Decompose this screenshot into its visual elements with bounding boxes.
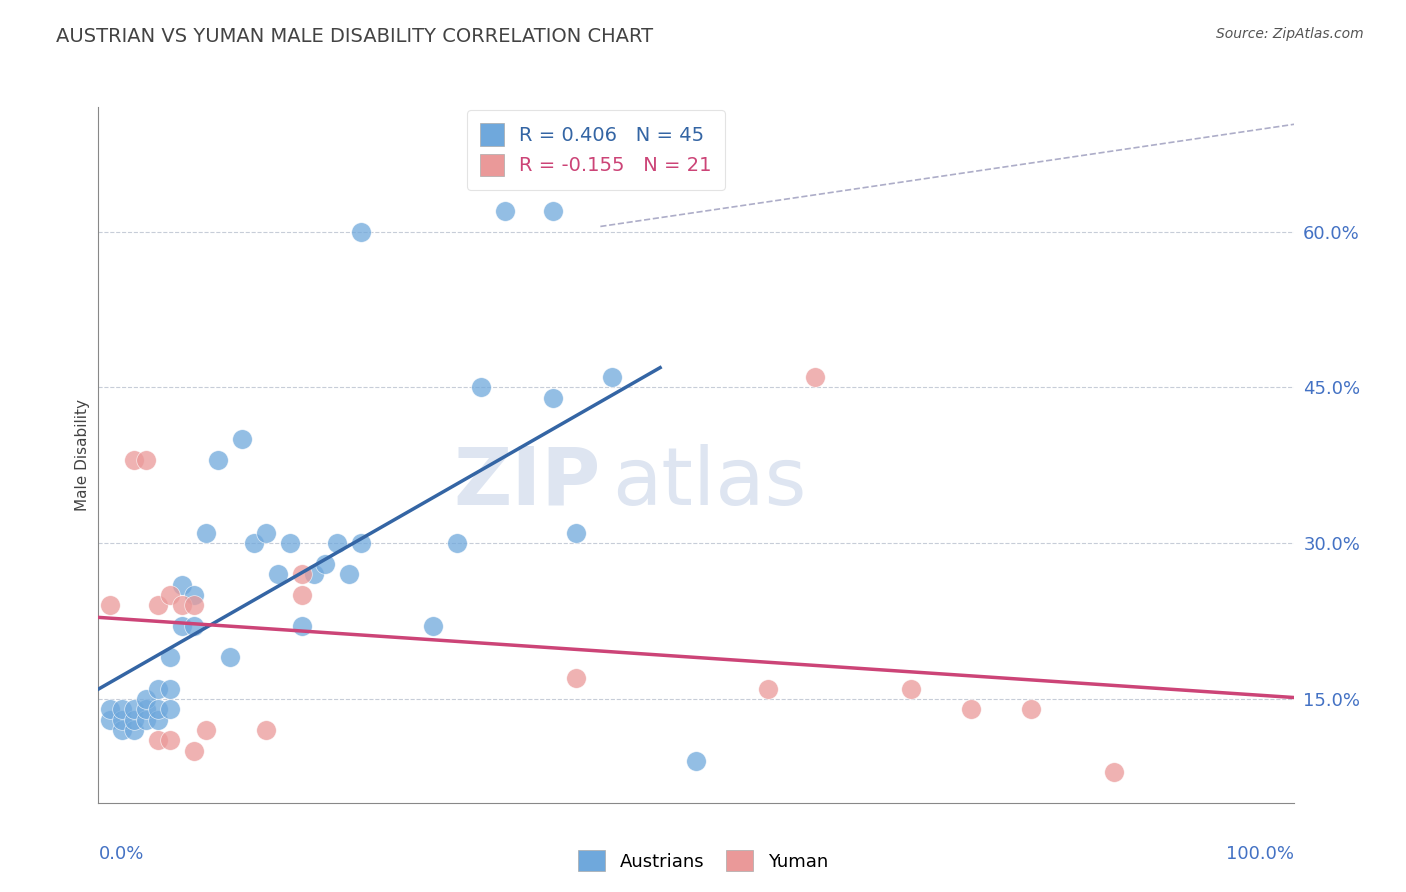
Point <box>148 702 170 716</box>
Point <box>1019 702 1042 716</box>
Point <box>291 619 314 633</box>
Point <box>254 525 277 540</box>
Text: ZIP: ZIP <box>453 443 600 522</box>
Point <box>172 599 194 613</box>
Point <box>756 681 779 696</box>
Point <box>159 588 181 602</box>
Point <box>135 692 157 706</box>
Point <box>172 619 194 633</box>
Text: AUSTRIAN VS YUMAN MALE DISABILITY CORRELATION CHART: AUSTRIAN VS YUMAN MALE DISABILITY CORREL… <box>56 27 654 45</box>
Point <box>124 723 146 738</box>
Text: atlas: atlas <box>613 443 807 522</box>
Point <box>326 536 349 550</box>
Legend: Austrians, Yuman: Austrians, Yuman <box>571 843 835 879</box>
Point <box>159 650 181 665</box>
Legend: R = 0.406   N = 45, R = -0.155   N = 21: R = 0.406 N = 45, R = -0.155 N = 21 <box>467 110 725 190</box>
Point <box>183 588 205 602</box>
Point <box>541 203 564 218</box>
Point <box>302 567 325 582</box>
Point <box>219 650 242 665</box>
Point <box>804 370 827 384</box>
Point <box>470 380 492 394</box>
Point <box>124 713 146 727</box>
Point <box>565 671 588 685</box>
Point <box>602 370 624 384</box>
Point <box>135 453 157 467</box>
Point <box>98 702 122 716</box>
Point <box>207 453 229 467</box>
Point <box>194 723 218 738</box>
Point <box>159 681 181 696</box>
Text: 100.0%: 100.0% <box>1226 845 1294 863</box>
Point <box>243 536 266 550</box>
Point <box>111 702 134 716</box>
Point <box>231 433 253 447</box>
Point <box>541 391 564 405</box>
Point <box>278 536 301 550</box>
Point <box>422 619 444 633</box>
Point <box>172 578 194 592</box>
Point <box>959 702 981 716</box>
Point <box>685 754 707 768</box>
Point <box>124 453 146 467</box>
Point <box>148 713 170 727</box>
Text: 0.0%: 0.0% <box>98 845 143 863</box>
Point <box>159 733 181 747</box>
Point <box>111 723 134 738</box>
Point <box>183 599 205 613</box>
Point <box>900 681 922 696</box>
Point <box>446 536 468 550</box>
Point <box>291 588 314 602</box>
Point <box>148 599 170 613</box>
Point <box>135 702 157 716</box>
Point <box>159 702 181 716</box>
Point <box>98 599 122 613</box>
Point <box>124 702 146 716</box>
Point <box>339 567 360 582</box>
Point <box>183 744 205 758</box>
Point <box>565 525 588 540</box>
Point <box>135 713 157 727</box>
Point <box>254 723 277 738</box>
Point <box>148 733 170 747</box>
Point <box>111 713 134 727</box>
Y-axis label: Male Disability: Male Disability <box>75 399 90 511</box>
Point <box>194 525 218 540</box>
Point <box>98 713 122 727</box>
Point <box>315 557 337 571</box>
Text: Source: ZipAtlas.com: Source: ZipAtlas.com <box>1216 27 1364 41</box>
Point <box>494 203 516 218</box>
Point <box>1102 764 1125 779</box>
Point <box>148 681 170 696</box>
Point <box>267 567 290 582</box>
Point <box>350 225 373 239</box>
Point <box>350 536 373 550</box>
Point <box>183 619 205 633</box>
Point <box>291 567 314 582</box>
